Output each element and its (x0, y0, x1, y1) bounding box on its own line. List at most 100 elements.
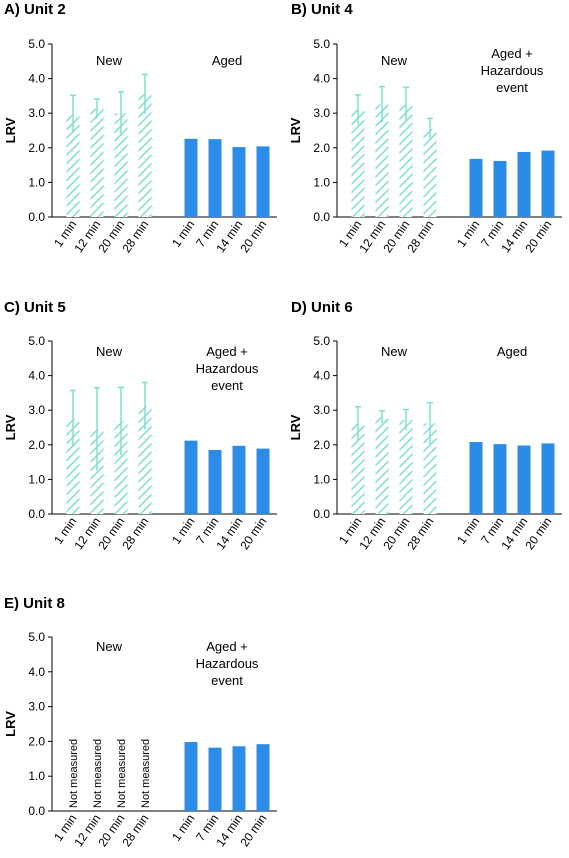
y-tick-label: 5.0 (313, 37, 330, 51)
y-tick-label: 1.0 (313, 472, 330, 486)
bar (493, 444, 507, 514)
bar (90, 108, 104, 217)
bar (469, 158, 483, 217)
y-axis-label: LRV (3, 711, 18, 737)
group-label: New (96, 344, 123, 359)
bar (375, 417, 389, 514)
bar (184, 138, 198, 217)
bar (90, 429, 104, 514)
bar (399, 419, 413, 514)
bar (184, 742, 198, 811)
y-tick-label: 3.0 (313, 403, 330, 417)
bar (66, 418, 80, 514)
group-label: New (381, 53, 408, 68)
x-tick-label: 1 min (454, 218, 482, 250)
y-tick-label: 1.0 (313, 175, 330, 189)
y-tick-label: 1.0 (28, 175, 45, 189)
x-tick-label: 20 min (237, 812, 269, 850)
bar (493, 160, 507, 217)
y-tick-label: 0.0 (313, 507, 330, 521)
y-tick-label: 2.0 (313, 141, 330, 155)
not-measured-label: Not measured (140, 739, 152, 808)
x-tick-label: 28 min (404, 218, 436, 256)
bar (208, 747, 222, 811)
y-tick-label: 1.0 (28, 472, 45, 486)
bar (351, 424, 365, 514)
bar (232, 445, 246, 514)
group-label: New (96, 639, 123, 654)
bar (375, 104, 389, 217)
x-tick-label: 1 min (169, 515, 197, 547)
group-label: Aged (497, 344, 527, 359)
y-tick-label: 0.0 (28, 804, 45, 818)
group-label: Aged (212, 53, 242, 68)
bar (423, 128, 437, 217)
x-tick-label: 28 min (119, 812, 151, 850)
x-tick-label: 20 min (237, 515, 269, 553)
y-tick-label: 4.0 (28, 72, 45, 86)
y-tick-label: 3.0 (313, 106, 330, 120)
bar (256, 448, 270, 514)
y-tick-label: 2.0 (28, 438, 45, 452)
bar (232, 746, 246, 811)
y-tick-label: 4.0 (313, 369, 330, 383)
group-label: New (96, 53, 123, 68)
bar (208, 139, 222, 217)
group-label: New (381, 344, 408, 359)
y-tick-label: 5.0 (313, 334, 330, 348)
group-label: Aged + Hazardous event (196, 344, 259, 393)
panel-title: D) Unit 6 (291, 299, 353, 316)
group-label: Aged + Hazardous event (196, 639, 259, 688)
bar (138, 406, 152, 514)
y-tick-label: 2.0 (313, 438, 330, 452)
x-tick-label: 1 min (454, 515, 482, 547)
not-measured-label: Not measured (68, 739, 80, 808)
not-measured-label: Not measured (92, 739, 104, 808)
bar (114, 113, 128, 217)
y-tick-label: 4.0 (28, 665, 45, 679)
y-tick-label: 5.0 (28, 37, 45, 51)
panel-title: B) Unit 4 (291, 1, 353, 18)
y-tick-label: 0.0 (28, 507, 45, 521)
y-tick-label: 0.0 (28, 210, 45, 224)
bar (256, 744, 270, 811)
x-tick-label: 20 min (522, 218, 554, 256)
bar (256, 146, 270, 217)
group-label: Aged + Hazardous event (481, 46, 544, 95)
bar (423, 423, 437, 514)
bar (469, 442, 483, 514)
y-tick-label: 0.0 (313, 210, 330, 224)
bar (114, 421, 128, 514)
bar (208, 449, 222, 514)
y-tick-label: 5.0 (28, 334, 45, 348)
y-tick-label: 2.0 (28, 141, 45, 155)
x-tick-label: 1 min (169, 812, 197, 844)
x-tick-label: 28 min (119, 515, 151, 553)
panel-title: A) Unit 2 (4, 1, 66, 18)
y-axis-label: LRV (288, 414, 303, 440)
bar (541, 443, 555, 514)
bar (517, 151, 531, 217)
y-tick-label: 4.0 (313, 72, 330, 86)
y-tick-label: 1.0 (28, 769, 45, 783)
bar (517, 445, 531, 514)
bar (66, 114, 80, 217)
y-tick-label: 3.0 (28, 403, 45, 417)
panel-title: E) Unit 8 (4, 595, 65, 612)
panel-title: C) Unit 5 (4, 299, 66, 316)
x-tick-label: 28 min (119, 218, 151, 256)
x-tick-label: 20 min (522, 515, 554, 553)
bar (399, 104, 413, 217)
y-axis-label: LRV (3, 117, 18, 143)
y-tick-label: 3.0 (28, 106, 45, 120)
bar (351, 109, 365, 217)
x-tick-label: 1 min (169, 218, 197, 250)
bar (541, 150, 555, 217)
not-measured-label: Not measured (116, 739, 128, 808)
bar (138, 94, 152, 217)
